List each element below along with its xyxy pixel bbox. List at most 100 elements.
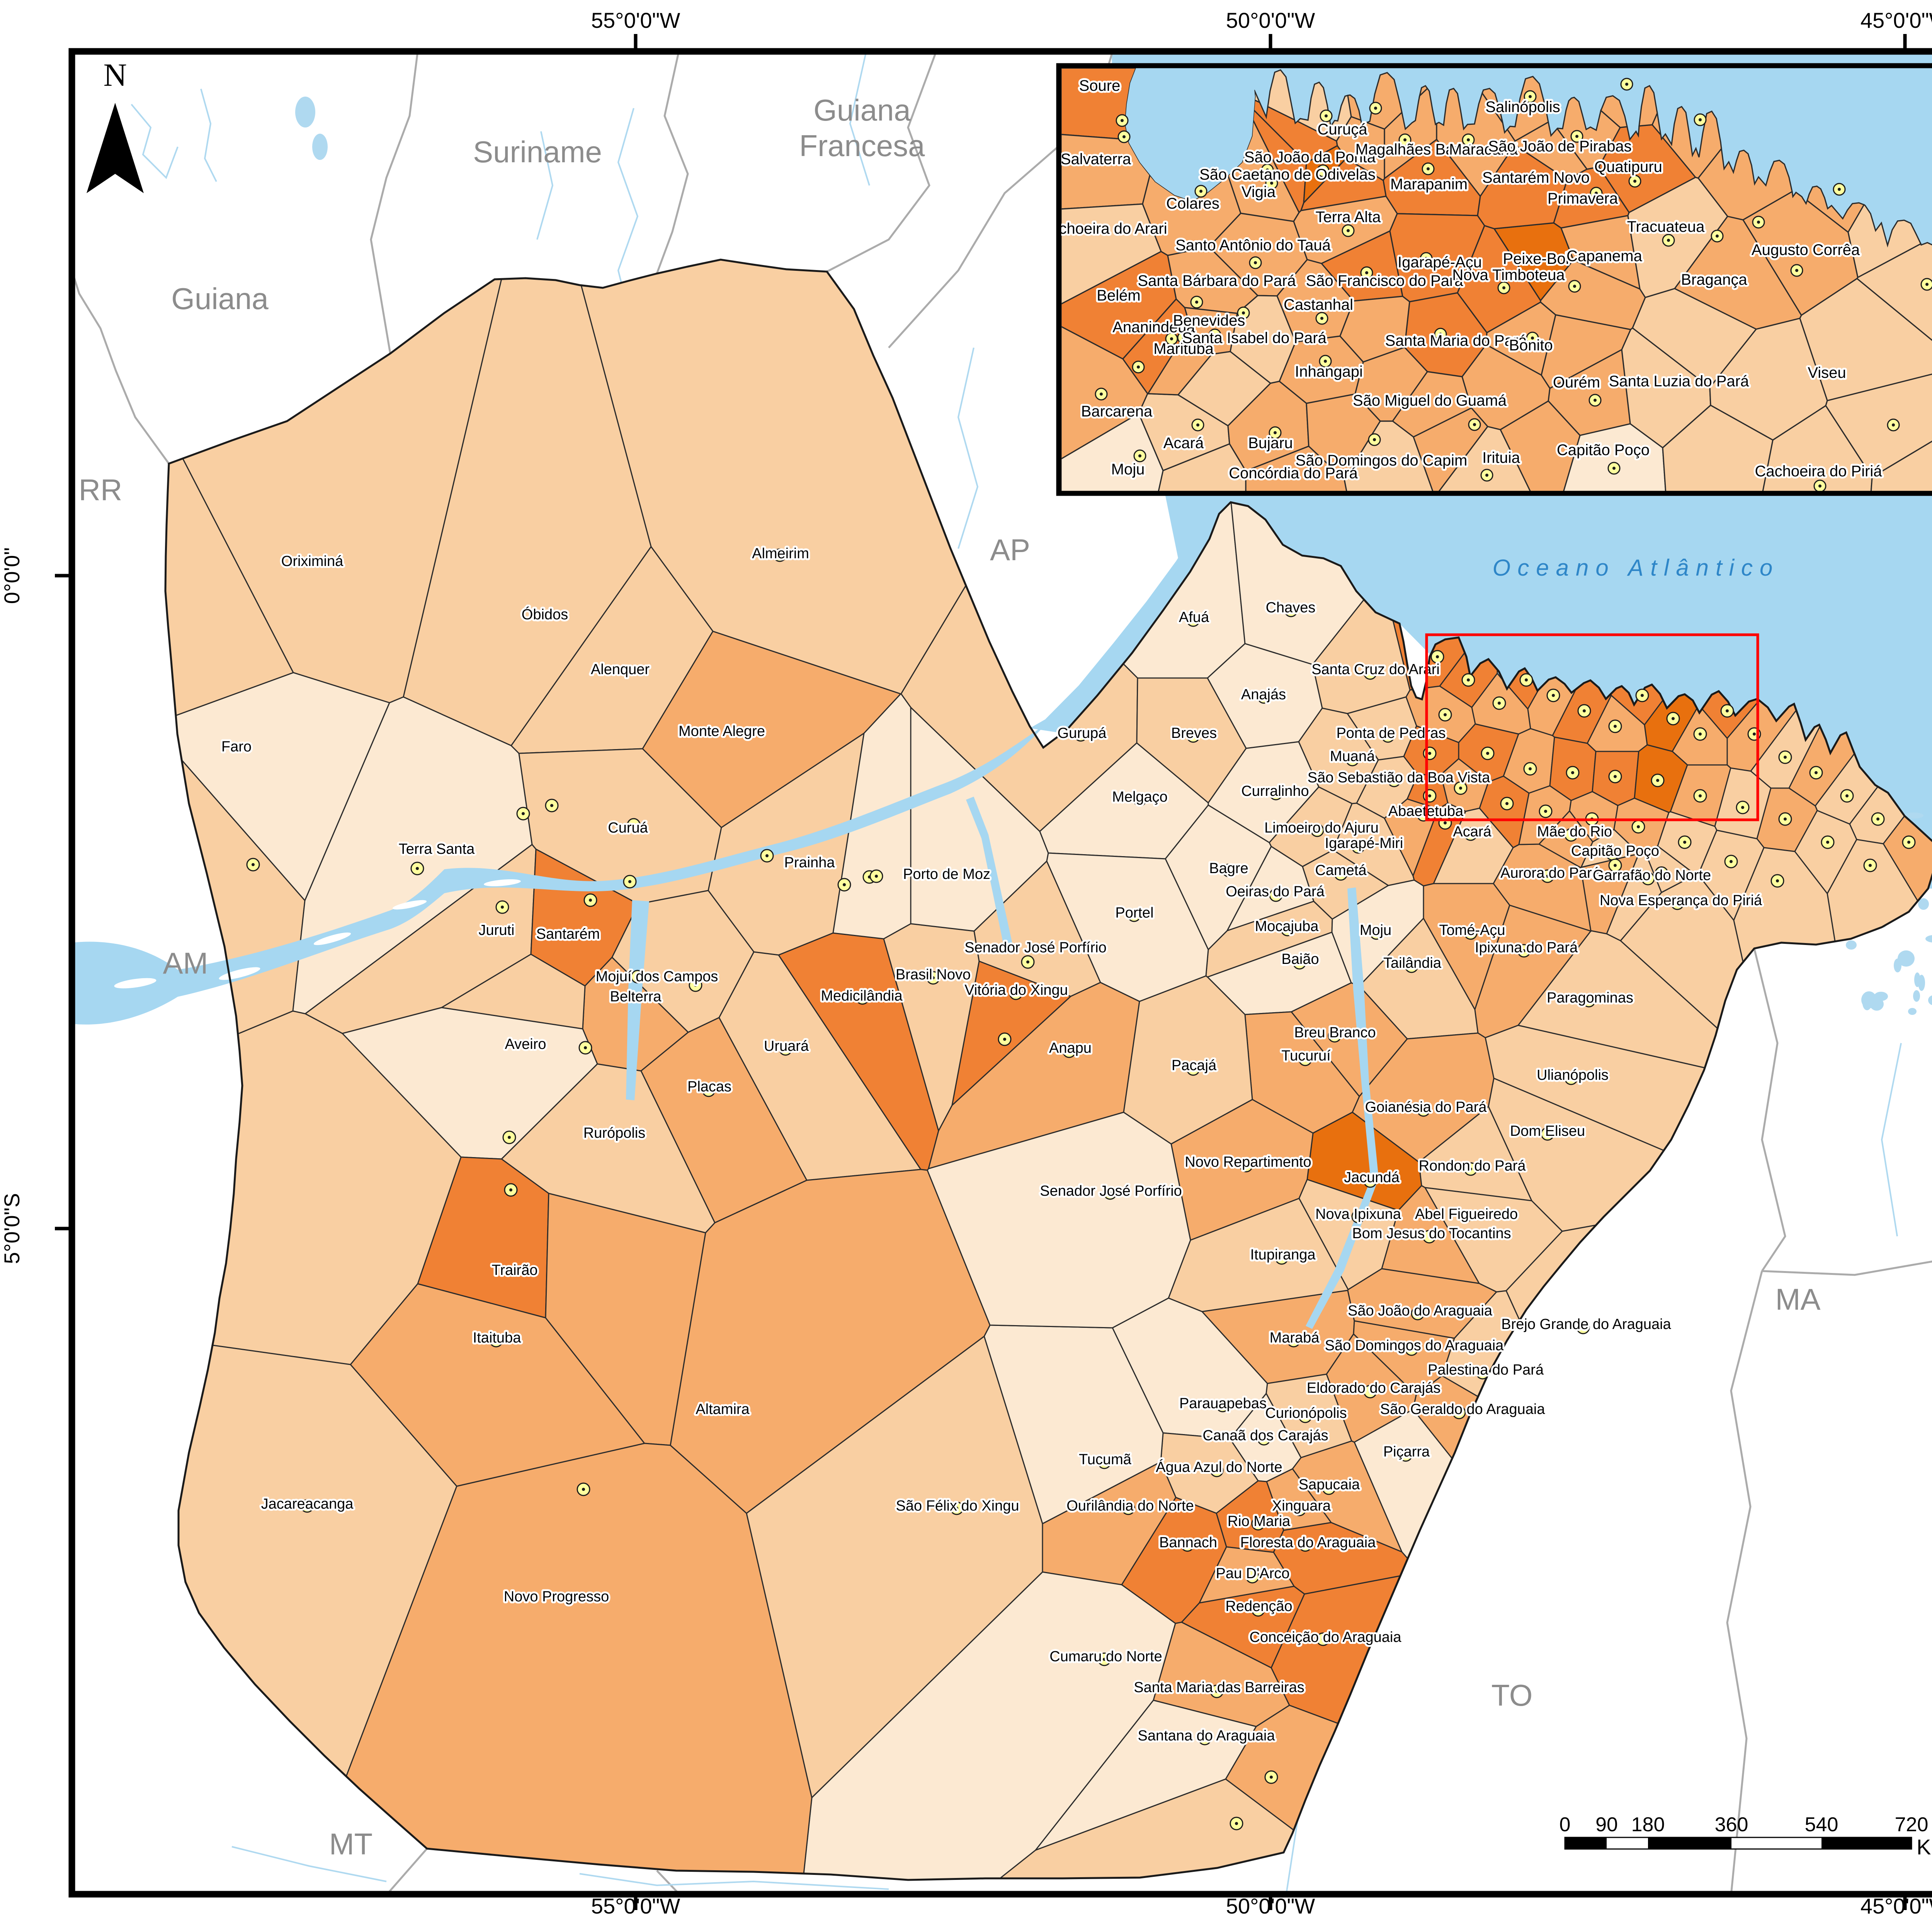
svg-text:Bom Jesus do Tocantins: Bom Jesus do Tocantins bbox=[1352, 1225, 1511, 1242]
svg-text:Igarapé-Açu: Igarapé-Açu bbox=[1398, 254, 1482, 271]
svg-text:Prainha: Prainha bbox=[784, 855, 835, 871]
svg-text:Salvaterra: Salvaterra bbox=[1061, 151, 1131, 168]
svg-text:Km: Km bbox=[1917, 1835, 1932, 1859]
svg-text:Breves: Breves bbox=[1171, 725, 1217, 741]
svg-text:Acará: Acará bbox=[1453, 824, 1492, 840]
svg-text:Abel Figueiredo: Abel Figueiredo bbox=[1415, 1206, 1518, 1222]
svg-text:Juruti: Juruti bbox=[479, 922, 515, 938]
svg-text:Salinópolis: Salinópolis bbox=[1485, 99, 1560, 116]
svg-text:Santo Antônio do Tauá: Santo Antônio do Tauá bbox=[1175, 237, 1331, 254]
svg-text:RR: RR bbox=[79, 473, 122, 507]
svg-text:Oceano Atlântico: Oceano Atlântico bbox=[1493, 555, 1780, 581]
svg-text:Marituba: Marituba bbox=[1153, 340, 1214, 357]
svg-text:Viseu: Viseu bbox=[1808, 364, 1846, 381]
svg-text:São João da Ponta: São João da Ponta bbox=[1244, 149, 1376, 166]
svg-text:Curuá: Curuá bbox=[608, 820, 648, 836]
svg-text:Portel: Portel bbox=[1115, 905, 1153, 921]
svg-text:São Sebastião da Boa Vista: São Sebastião da Boa Vista bbox=[1308, 770, 1490, 786]
svg-text:Belterra: Belterra bbox=[610, 989, 662, 1005]
svg-text:Anajás: Anajás bbox=[1241, 687, 1286, 703]
svg-text:Redenção: Redenção bbox=[1225, 1598, 1292, 1614]
svg-text:AP: AP bbox=[990, 533, 1030, 567]
svg-text:Nova Timboteua: Nova Timboteua bbox=[1452, 267, 1565, 284]
svg-text:São Francisco do Pará: São Francisco do Pará bbox=[1306, 272, 1464, 289]
svg-text:Breu Branco: Breu Branco bbox=[1294, 1025, 1376, 1041]
svg-text:Ponta de Pedras: Ponta de Pedras bbox=[1336, 725, 1446, 741]
svg-text:Uruará: Uruará bbox=[764, 1038, 809, 1054]
svg-text:Magalhães Barata: Magalhães Barata bbox=[1355, 141, 1481, 158]
svg-text:55°0'0"W: 55°0'0"W bbox=[591, 1894, 680, 1917]
svg-text:Melgaço: Melgaço bbox=[1112, 789, 1168, 805]
svg-text:Belém: Belém bbox=[1097, 287, 1140, 304]
svg-text:Sapucaia: Sapucaia bbox=[1299, 1477, 1360, 1493]
svg-text:Mojuí dos Campos: Mojuí dos Campos bbox=[596, 969, 718, 985]
svg-text:Eldorado do Carajás: Eldorado do Carajás bbox=[1307, 1380, 1440, 1396]
svg-text:Parauapebas: Parauapebas bbox=[1179, 1395, 1267, 1412]
svg-text:Porto de Moz: Porto de Moz bbox=[903, 866, 990, 882]
svg-text:Água Azul do Norte: Água Azul do Norte bbox=[1156, 1459, 1282, 1475]
svg-text:Santa Luzia do Pará: Santa Luzia do Pará bbox=[1609, 373, 1749, 390]
svg-text:Itaituba: Itaituba bbox=[473, 1330, 522, 1346]
svg-text:Paragominas: Paragominas bbox=[1547, 990, 1633, 1006]
svg-text:Senador José Porfírio: Senador José Porfírio bbox=[964, 940, 1107, 956]
svg-text:Oeiras do Pará: Oeiras do Pará bbox=[1226, 884, 1325, 900]
svg-text:Suriname: Suriname bbox=[473, 135, 602, 169]
svg-text:Ipixuna do Pará: Ipixuna do Pará bbox=[1475, 940, 1578, 956]
svg-text:AM: AM bbox=[163, 946, 208, 980]
svg-text:Primavera: Primavera bbox=[1548, 190, 1618, 207]
svg-text:São Caetano de Odivelas: São Caetano de Odivelas bbox=[1199, 166, 1376, 183]
svg-text:45°0'0"W: 45°0'0"W bbox=[1861, 1894, 1932, 1917]
svg-text:Guiana: Guiana bbox=[171, 282, 269, 316]
svg-text:São Domingos do Capim: São Domingos do Capim bbox=[1296, 452, 1468, 469]
svg-text:Bonito: Bonito bbox=[1509, 337, 1553, 354]
svg-text:São João de Pirabas: São João de Pirabas bbox=[1488, 138, 1631, 155]
svg-text:Bannach: Bannach bbox=[1159, 1535, 1217, 1551]
svg-text:0°0'0": 0°0'0" bbox=[0, 547, 24, 604]
svg-text:Barcarena: Barcarena bbox=[1081, 403, 1153, 420]
svg-text:Pacajá: Pacajá bbox=[1172, 1057, 1217, 1074]
svg-text:Muaná: Muaná bbox=[1330, 748, 1375, 765]
svg-text:São Félix do Xingu: São Félix do Xingu bbox=[896, 1498, 1019, 1514]
svg-text:Placas: Placas bbox=[687, 1079, 731, 1095]
svg-text:Cachoeira do Arari: Cachoeira do Arari bbox=[1039, 220, 1167, 237]
svg-text:Nova Esperança do Piriá: Nova Esperança do Piriá bbox=[1600, 892, 1762, 909]
svg-text:Palestina do Pará: Palestina do Pará bbox=[1428, 1362, 1544, 1378]
svg-text:Rondon do Pará: Rondon do Pará bbox=[1419, 1158, 1526, 1174]
svg-text:Nova Ipixuna: Nova Ipixuna bbox=[1315, 1206, 1401, 1222]
svg-text:Piçarra: Piçarra bbox=[1383, 1444, 1430, 1460]
svg-text:Brasil Novo: Brasil Novo bbox=[896, 967, 971, 983]
svg-text:Goianésia do Pará: Goianésia do Pará bbox=[1365, 1099, 1487, 1115]
svg-text:Santana do Araguaia: Santana do Araguaia bbox=[1138, 1728, 1276, 1744]
svg-text:Castanhal: Castanhal bbox=[1284, 296, 1353, 313]
svg-text:Inhangapi: Inhangapi bbox=[1295, 363, 1363, 380]
svg-text:Soure: Soure bbox=[1079, 77, 1121, 94]
svg-text:Bragança: Bragança bbox=[1681, 271, 1747, 288]
svg-text:Gurupá: Gurupá bbox=[1058, 725, 1107, 741]
svg-text:Vitória do Xingu: Vitória do Xingu bbox=[964, 982, 1068, 998]
svg-text:Cachoeira do Piriá: Cachoeira do Piriá bbox=[1755, 463, 1882, 480]
svg-text:Santa Isabel do Pará: Santa Isabel do Pará bbox=[1182, 330, 1327, 347]
svg-text:45°0'0"W: 45°0'0"W bbox=[1861, 8, 1932, 32]
svg-text:Monte Alegre: Monte Alegre bbox=[679, 723, 765, 739]
svg-text:Benevides: Benevides bbox=[1173, 312, 1245, 329]
svg-text:Maracanã: Maracanã bbox=[1449, 141, 1518, 158]
svg-text:Itupiranga: Itupiranga bbox=[1250, 1247, 1316, 1263]
svg-text:MT: MT bbox=[329, 1827, 373, 1861]
svg-text:540: 540 bbox=[1805, 1813, 1838, 1836]
svg-text:Igarapé-Miri: Igarapé-Miri bbox=[1325, 835, 1403, 851]
svg-text:São Geraldo do Araguaia: São Geraldo do Araguaia bbox=[1380, 1401, 1546, 1417]
svg-text:Capanema: Capanema bbox=[1566, 248, 1642, 265]
svg-text:Dom Eliseu: Dom Eliseu bbox=[1510, 1123, 1585, 1139]
svg-text:Novo Progresso: Novo Progresso bbox=[504, 1589, 609, 1605]
svg-text:Mocajuba: Mocajuba bbox=[1255, 918, 1319, 935]
svg-text:Garrafão do Norte: Garrafão do Norte bbox=[1593, 867, 1711, 884]
svg-text:Floresta do Araguaia: Floresta do Araguaia bbox=[1240, 1535, 1376, 1551]
svg-text:Cametá: Cametá bbox=[1315, 862, 1367, 879]
svg-text:Ananindeua: Ananindeua bbox=[1112, 319, 1195, 336]
svg-text:Tucumã: Tucumã bbox=[1079, 1451, 1132, 1468]
svg-text:Limoeiro do Ajuru: Limoeiro do Ajuru bbox=[1264, 820, 1379, 836]
svg-text:Trairão: Trairão bbox=[492, 1262, 538, 1278]
svg-text:Guiana: Guiana bbox=[813, 93, 911, 127]
svg-text:Terra Alta: Terra Alta bbox=[1316, 209, 1381, 226]
svg-text:Capitão Poço: Capitão Poço bbox=[1571, 843, 1659, 859]
